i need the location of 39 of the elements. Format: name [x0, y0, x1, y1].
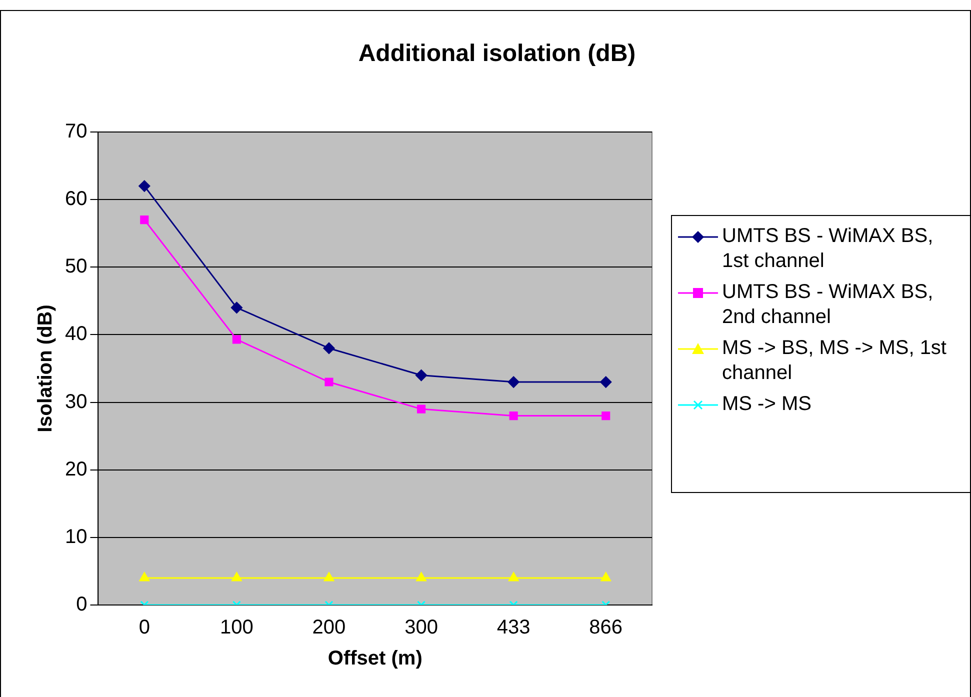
y-tick-label: 70 — [64, 120, 88, 143]
point — [139, 572, 150, 582]
point — [508, 376, 520, 388]
y-tick-label: 50 — [64, 256, 88, 278]
point — [508, 572, 519, 582]
y-tick-label: 20 — [64, 458, 88, 480]
legend-label: MS -> BS, MS -> MS, 1st channel — [722, 336, 948, 386]
point — [323, 342, 335, 354]
y-tick-label: 30 — [64, 390, 88, 413]
point — [324, 572, 334, 582]
point — [416, 572, 426, 582]
point — [230, 302, 242, 314]
y-tick-label: 60 — [64, 188, 88, 210]
x-tick-label: 433 — [496, 616, 530, 639]
point — [232, 572, 242, 582]
y-tick-label: 40 — [64, 323, 88, 346]
point — [602, 412, 610, 420]
chart-title: Additional isolation (dB) — [357, 40, 637, 68]
x-tick-label: 0 — [138, 616, 150, 639]
point — [140, 216, 149, 224]
point — [600, 376, 612, 388]
x-tick-label: 866 — [589, 616, 623, 639]
point — [600, 572, 611, 582]
legend-label: UMTS BS - WiMAX BS, 2nd channel — [722, 280, 934, 330]
point — [416, 370, 428, 382]
point — [416, 404, 426, 414]
point — [509, 412, 518, 420]
point — [138, 180, 150, 192]
legend-label: UMTS BS - WiMAX BS, 1st channel — [722, 224, 934, 274]
x-tick-label: 300 — [404, 616, 438, 639]
point — [324, 378, 334, 386]
legend-label: MS -> MS — [722, 392, 812, 417]
y-axis-title: Isolation (dB) — [34, 304, 57, 432]
y-tick-label: 10 — [64, 526, 88, 548]
x-tick-label: 200 — [312, 616, 346, 639]
x-tick-label: 100 — [220, 616, 254, 639]
point — [232, 335, 241, 344]
y-tick-label: 0 — [76, 594, 88, 616]
x-axis-title: Offset (m) — [328, 648, 422, 670]
